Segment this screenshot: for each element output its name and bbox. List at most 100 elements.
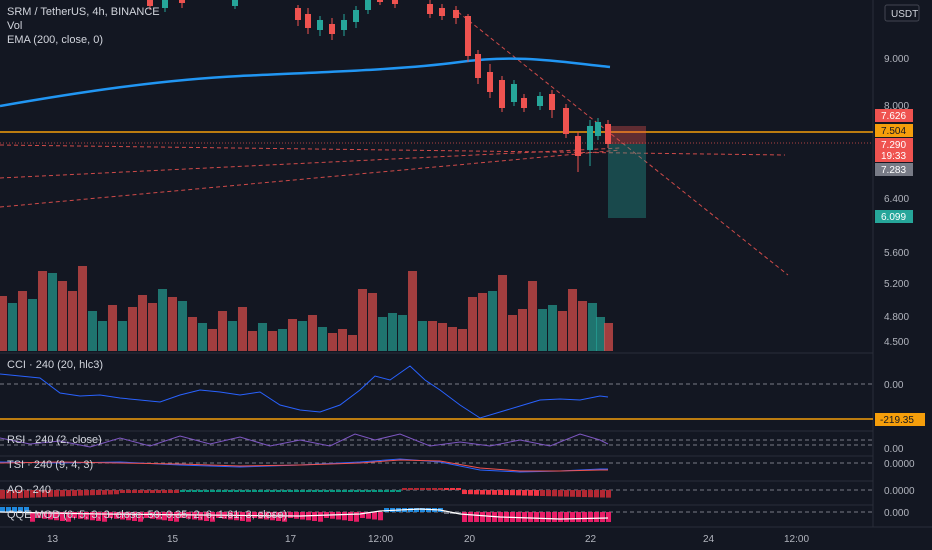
volume-bar: [488, 291, 497, 351]
rsi-legend[interactable]: RSI · 240 (2, close): [7, 434, 102, 446]
svg-text:7.283: 7.283: [881, 165, 906, 176]
qqe-bar: [354, 512, 359, 522]
time-tick: 24: [703, 534, 715, 545]
volume-bar: [318, 327, 327, 351]
ao-bar: [54, 490, 59, 497]
time-axis: 13 15 17 12:00 20 22 24 12:00: [47, 534, 809, 545]
currency-button[interactable]: USDT: [884, 4, 920, 22]
ao-bar: [192, 490, 197, 492]
qqe-legend[interactable]: QQE MOD (6, 5, 3, 3, close, 50, 0.35, 2,…: [7, 509, 288, 521]
ao-bar: [372, 490, 377, 492]
qqe-bar: [288, 512, 293, 518]
candle-body: [439, 8, 445, 16]
qqe-bar: [558, 512, 563, 522]
ao-bar: [36, 490, 41, 498]
tsi-zero-label: 0.0000: [884, 459, 915, 470]
vol-legend[interactable]: Vol: [7, 20, 23, 32]
volume-bar: [118, 321, 127, 351]
qqe-bar: [48, 512, 53, 520]
qqe-bar: [0, 507, 5, 512]
cci-line: [0, 365, 609, 419]
ao-bar: [48, 490, 53, 497]
qqe-bar: [372, 512, 377, 520]
ao-bar: [42, 490, 47, 498]
ao-bar: [186, 490, 191, 492]
qqe-bar: [468, 512, 473, 522]
volume-bar: [578, 301, 587, 351]
qqe-bar: [480, 512, 485, 522]
ao-bar: [276, 490, 281, 492]
tsi-signal-line: [0, 459, 608, 472]
volume-bar: [328, 333, 337, 351]
ao-bar: [600, 490, 605, 498]
volume-bar: [588, 303, 597, 351]
volume-bar: [338, 329, 347, 351]
ao-bar: [294, 490, 299, 492]
position-target-zone: [608, 144, 646, 218]
qqe-bar: [414, 508, 419, 512]
price-tick: 8.000: [884, 101, 909, 112]
volume-bar: [158, 289, 167, 351]
svg-text:19:33: 19:33: [881, 151, 906, 162]
candle-body: [317, 20, 323, 30]
ao-bar: [318, 490, 323, 492]
ao-bar: [522, 490, 527, 496]
qqe-bar: [576, 512, 581, 522]
qqe-bar: [18, 507, 23, 512]
qqe-bar: [114, 512, 119, 519]
ao-bar: [270, 490, 275, 492]
candle-body: [392, 0, 398, 4]
qqe-bar: [234, 512, 239, 521]
qqe-bar: [126, 512, 131, 521]
volume-bar: [604, 323, 613, 351]
ema-legend[interactable]: EMA (200, close, 0): [7, 34, 103, 46]
qqe-bar: [348, 512, 353, 521]
ao-bar: [396, 490, 401, 492]
candle-body: [453, 10, 459, 18]
volume-bar: [548, 305, 557, 351]
volume-bar: [88, 311, 97, 351]
qqe-bar: [594, 512, 599, 522]
candle-body: [563, 108, 569, 134]
ao-bar: [6, 490, 11, 499]
candle-body: [487, 72, 493, 92]
volume-bar: [48, 273, 57, 351]
qqe-bar: [546, 512, 551, 522]
qqe-bar: [600, 512, 605, 522]
ao-legend[interactable]: AO · 240: [7, 484, 52, 496]
qqe-bar: [138, 512, 143, 522]
time-tick: 20: [464, 534, 476, 545]
ao-bar: [588, 490, 593, 498]
ao-bar: [300, 490, 305, 492]
qqe-bar: [312, 512, 317, 521]
tsi-legend[interactable]: TSI · 240 (9, 4, 3): [7, 459, 94, 471]
ao-bar: [528, 490, 533, 496]
ao-bar: [12, 490, 17, 499]
ao-bar: [132, 490, 137, 493]
ao-bar: [198, 490, 203, 492]
volume-bar: [428, 321, 437, 351]
ao-bar: [114, 490, 119, 495]
ao-bar: [228, 490, 233, 492]
ao-bar: [66, 490, 71, 497]
candle-body: [587, 126, 593, 150]
qqe-bar: [366, 512, 371, 519]
ao-bar: [216, 490, 221, 492]
qqe-bar: [378, 512, 383, 521]
volume-bar: [178, 301, 187, 351]
qqe-bar: [96, 512, 101, 521]
ao-bar: [180, 490, 185, 492]
qqe-bar: [540, 512, 545, 522]
chart-title: SRM / TetherUS, 4h, BINANCE: [7, 6, 160, 18]
qqe-bar: [30, 512, 35, 522]
volume-bar: [388, 313, 397, 351]
price-tick: 5.600: [884, 248, 909, 259]
cci-legend[interactable]: CCI · 240 (20, hlc3): [7, 359, 103, 371]
ao-bar: [174, 490, 179, 493]
candle-body: [537, 96, 543, 106]
qqe-bar: [54, 512, 59, 521]
qqe-bar: [60, 512, 65, 521]
svg-text:-219.35: -219.35: [880, 415, 914, 426]
ao-bar: [144, 490, 149, 493]
